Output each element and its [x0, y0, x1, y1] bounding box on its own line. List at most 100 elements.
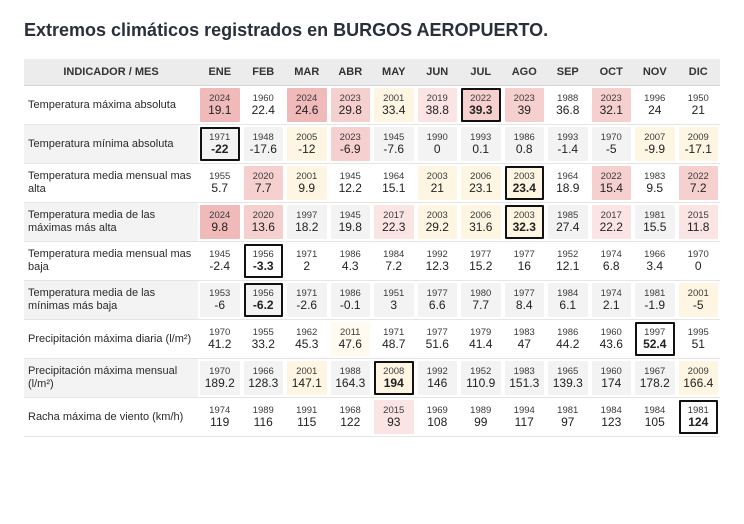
cell: 19807.7	[459, 281, 503, 320]
cell-year: 1985	[557, 211, 578, 221]
cell: 19742.1	[590, 281, 634, 320]
cell-value: -1.4	[557, 143, 578, 155]
cell: 19930.1	[459, 125, 503, 164]
cell: 200332.3	[503, 203, 547, 242]
cell-value: 6.1	[559, 299, 576, 311]
cell-value: 33.2	[252, 338, 275, 350]
cell: 19776.6	[416, 281, 460, 320]
header-month-sep: SEP	[546, 59, 590, 86]
cell: 1994117	[503, 398, 547, 437]
cell-value: 36.8	[556, 104, 579, 116]
cell-year: 2001	[688, 289, 709, 299]
cell-value: 15.4	[600, 182, 623, 194]
cell-value: 105	[645, 416, 665, 428]
cell-value: -5	[693, 299, 704, 311]
cell-year: 2001	[383, 94, 404, 104]
cell: 20019.9	[285, 164, 329, 203]
cell-year: 1995	[688, 328, 709, 338]
cell-year: 1971	[296, 289, 317, 299]
cell-year: 1990	[427, 133, 448, 143]
cell-value: 29.2	[426, 221, 449, 233]
cell: 19555.7	[198, 164, 242, 203]
table-row: Temperatura máxima absoluta202419.119602…	[24, 86, 720, 125]
cell-year: 1974	[601, 250, 622, 260]
cell: 19864.3	[329, 242, 373, 281]
cell: 198197	[546, 398, 590, 437]
cell-value: 22.3	[382, 221, 405, 233]
cell: 1956-3.3	[242, 242, 286, 281]
cell-value: 24.6	[295, 104, 318, 116]
cell: 1945-7.6	[372, 125, 416, 164]
cell-year: 1977	[514, 289, 535, 299]
cell: 1984123	[590, 398, 634, 437]
cell: 199624	[633, 86, 677, 125]
cell: 198999	[459, 398, 503, 437]
cell-value: 11.8	[687, 221, 709, 233]
cell-year: 1945	[209, 250, 230, 260]
cell: 1960174	[590, 359, 634, 398]
cell: 195212.1	[546, 242, 590, 281]
cell-value: 164.3	[335, 377, 365, 389]
cell-value: -12	[298, 143, 315, 155]
cell: 202329.8	[329, 86, 373, 125]
cell: 1971-2.6	[285, 281, 329, 320]
cell-value: 7.2	[385, 260, 402, 272]
cell-year: 1984	[644, 406, 665, 416]
header-month-mar: MAR	[285, 59, 329, 86]
cell-value: 12.2	[339, 182, 362, 194]
cell-year: 1991	[296, 406, 317, 416]
cell: 201511.8	[677, 203, 721, 242]
cell: 2023-6.9	[329, 125, 373, 164]
cell: 1993-1.4	[546, 125, 590, 164]
cell: 200321	[416, 164, 460, 203]
cell-value: 13.6	[252, 221, 275, 233]
cell-value: 116	[254, 416, 273, 428]
cell: 1953-6	[198, 281, 242, 320]
cell-value: 115	[297, 416, 316, 428]
cell-year: 1970	[209, 328, 230, 338]
cell-year: 2015	[688, 211, 709, 221]
cell: 196245.3	[285, 320, 329, 359]
cell: 197715.2	[459, 242, 503, 281]
cell-year: 1962	[296, 328, 317, 338]
header-month-jul: JUL	[459, 59, 503, 86]
cell: 1986-0.1	[329, 281, 373, 320]
header-month-oct: OCT	[590, 59, 634, 86]
cell-value: 178.2	[640, 377, 670, 389]
cell-value: 9.8	[211, 221, 228, 233]
cell-value: 3	[390, 299, 397, 311]
cell: 194519.8	[329, 203, 373, 242]
cell: 19663.4	[633, 242, 677, 281]
cell-year: 2003	[427, 211, 448, 221]
cell-year: 1977	[427, 289, 448, 299]
cell: 200631.6	[459, 203, 503, 242]
table-row: Temperatura media de las mínimas más baj…	[24, 281, 720, 320]
cell-value: 18.2	[295, 221, 318, 233]
cell-year: 1970	[209, 367, 230, 377]
header-indicator: INDICADOR / MES	[24, 59, 198, 86]
cell: 1969108	[416, 398, 460, 437]
cell-year: 1948	[253, 133, 274, 143]
cell: 1952110.9	[459, 359, 503, 398]
cell: 202013.6	[242, 203, 286, 242]
cell: 199752.4	[633, 320, 677, 359]
header-month-nov: NOV	[633, 59, 677, 86]
cell-value: 8.4	[516, 299, 533, 311]
header-month-ene: ENE	[198, 59, 242, 86]
row-label: Temperatura media de las mínimas más baj…	[24, 281, 198, 320]
cell: 1970189.2	[198, 359, 242, 398]
cell-value: 22.4	[252, 104, 275, 116]
cell-year: 1986	[340, 289, 361, 299]
cell-year: 1992	[427, 367, 448, 377]
cell: 202419.1	[198, 86, 242, 125]
cell-year: 2011	[340, 328, 360, 338]
cell-year: 1964	[557, 172, 578, 182]
cell: 19746.8	[590, 242, 634, 281]
cell: 2001147.1	[285, 359, 329, 398]
cell-value: 31.6	[469, 221, 492, 233]
cell-value: 9.5	[646, 182, 663, 194]
cell-year: 2022	[688, 172, 709, 182]
cell-year: 2005	[296, 133, 317, 143]
cell-year: 1979	[470, 328, 491, 338]
cell-value: 93	[387, 416, 400, 428]
